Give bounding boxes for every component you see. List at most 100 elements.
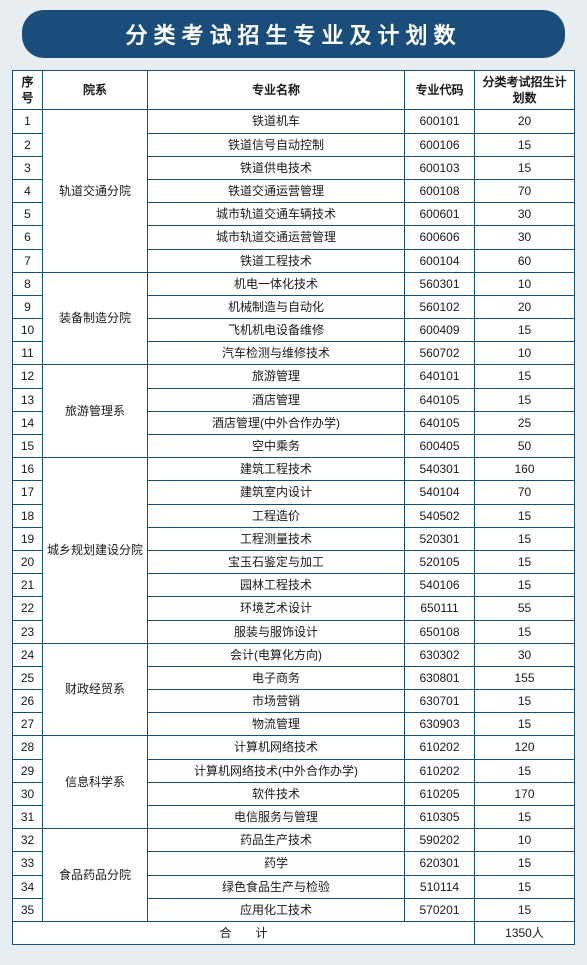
cell-seq: 19 — [13, 527, 43, 550]
cell-seq: 30 — [13, 782, 43, 805]
cell-plan: 70 — [475, 179, 575, 202]
cell-code: 600409 — [405, 319, 475, 342]
cell-code: 560102 — [405, 295, 475, 318]
header-row: 序号 院系 专业名称 专业代码 分类考试招生计划数 — [13, 71, 575, 110]
cell-plan: 170 — [475, 782, 575, 805]
cell-code: 630302 — [405, 643, 475, 666]
cell-code: 640101 — [405, 365, 475, 388]
cell-code: 620301 — [405, 852, 475, 875]
cell-code: 630903 — [405, 713, 475, 736]
cell-plan: 15 — [475, 875, 575, 898]
cell-plan: 10 — [475, 829, 575, 852]
header-dept: 院系 — [43, 71, 148, 110]
cell-plan: 55 — [475, 597, 575, 620]
cell-plan: 15 — [475, 806, 575, 829]
total-label: 合 计 — [13, 921, 475, 944]
cell-seq: 32 — [13, 829, 43, 852]
cell-major: 软件技术 — [148, 782, 405, 805]
cell-plan: 15 — [475, 574, 575, 597]
table-row: 1轨道交通分院铁道机车60010120 — [13, 110, 575, 133]
table-body: 1轨道交通分院铁道机车600101202铁道信号自动控制600106153铁道供… — [13, 110, 575, 945]
cell-code: 540106 — [405, 574, 475, 597]
header-major: 专业名称 — [148, 71, 405, 110]
cell-seq: 20 — [13, 550, 43, 573]
cell-seq: 33 — [13, 852, 43, 875]
cell-dept: 旅游管理系 — [43, 365, 148, 458]
cell-plan: 30 — [475, 226, 575, 249]
cell-dept: 轨道交通分院 — [43, 110, 148, 272]
cell-major: 城市轨道交通运营管理 — [148, 226, 405, 249]
cell-seq: 34 — [13, 875, 43, 898]
cell-major: 物流管理 — [148, 713, 405, 736]
cell-code: 600101 — [405, 110, 475, 133]
table-row: 16城乡规划建设分院建筑工程技术540301160 — [13, 458, 575, 481]
cell-major: 服装与服饰设计 — [148, 620, 405, 643]
cell-code: 600108 — [405, 179, 475, 202]
cell-major: 铁道机车 — [148, 110, 405, 133]
cell-dept: 城乡规划建设分院 — [43, 458, 148, 644]
cell-plan: 15 — [475, 620, 575, 643]
header-plan: 分类考试招生计划数 — [475, 71, 575, 110]
cell-seq: 1 — [13, 110, 43, 133]
cell-seq: 28 — [13, 736, 43, 759]
cell-plan: 10 — [475, 272, 575, 295]
cell-dept: 装备制造分院 — [43, 272, 148, 365]
cell-major: 工程造价 — [148, 504, 405, 527]
cell-seq: 22 — [13, 597, 43, 620]
cell-seq: 10 — [13, 319, 43, 342]
cell-seq: 23 — [13, 620, 43, 643]
cell-plan: 15 — [475, 388, 575, 411]
cell-seq: 14 — [13, 411, 43, 434]
cell-major: 电子商务 — [148, 666, 405, 689]
table-row: 28信息科学系计算机网络技术610202120 — [13, 736, 575, 759]
cell-code: 510114 — [405, 875, 475, 898]
cell-code: 560702 — [405, 342, 475, 365]
cell-code: 600104 — [405, 249, 475, 272]
cell-major: 会计(电算化方向) — [148, 643, 405, 666]
cell-seq: 21 — [13, 574, 43, 597]
cell-major: 建筑工程技术 — [148, 458, 405, 481]
cell-code: 600103 — [405, 156, 475, 179]
cell-major: 计算机网络技术 — [148, 736, 405, 759]
cell-major: 建筑室内设计 — [148, 481, 405, 504]
cell-code: 630801 — [405, 666, 475, 689]
cell-major: 酒店管理(中外合作办学) — [148, 411, 405, 434]
cell-major: 药学 — [148, 852, 405, 875]
table-row: 12旅游管理系旅游管理64010115 — [13, 365, 575, 388]
cell-major: 工程测量技术 — [148, 527, 405, 550]
cell-seq: 26 — [13, 690, 43, 713]
cell-seq: 27 — [13, 713, 43, 736]
cell-seq: 3 — [13, 156, 43, 179]
cell-plan: 30 — [475, 643, 575, 666]
cell-seq: 15 — [13, 435, 43, 458]
cell-major: 城市轨道交通车辆技术 — [148, 203, 405, 226]
cell-seq: 9 — [13, 295, 43, 318]
cell-plan: 10 — [475, 342, 575, 365]
cell-major: 旅游管理 — [148, 365, 405, 388]
cell-code: 610202 — [405, 759, 475, 782]
cell-code: 540104 — [405, 481, 475, 504]
total-row: 合 计1350人 — [13, 921, 575, 944]
cell-code: 610305 — [405, 806, 475, 829]
cell-seq: 8 — [13, 272, 43, 295]
cell-seq: 29 — [13, 759, 43, 782]
cell-major: 药品生产技术 — [148, 829, 405, 852]
cell-code: 540502 — [405, 504, 475, 527]
cell-plan: 160 — [475, 458, 575, 481]
cell-code: 540301 — [405, 458, 475, 481]
cell-plan: 15 — [475, 527, 575, 550]
header-seq: 序号 — [13, 71, 43, 110]
cell-code: 630701 — [405, 690, 475, 713]
cell-code: 650111 — [405, 597, 475, 620]
cell-seq: 17 — [13, 481, 43, 504]
cell-dept: 食品药品分院 — [43, 829, 148, 922]
cell-plan: 15 — [475, 156, 575, 179]
cell-plan: 70 — [475, 481, 575, 504]
enrollment-table: 序号 院系 专业名称 专业代码 分类考试招生计划数 1轨道交通分院铁道机车600… — [12, 70, 575, 945]
cell-seq: 31 — [13, 806, 43, 829]
cell-plan: 15 — [475, 898, 575, 921]
cell-seq: 5 — [13, 203, 43, 226]
cell-dept: 财政经贸系 — [43, 643, 148, 736]
cell-code: 640105 — [405, 388, 475, 411]
cell-major: 铁道信号自动控制 — [148, 133, 405, 156]
